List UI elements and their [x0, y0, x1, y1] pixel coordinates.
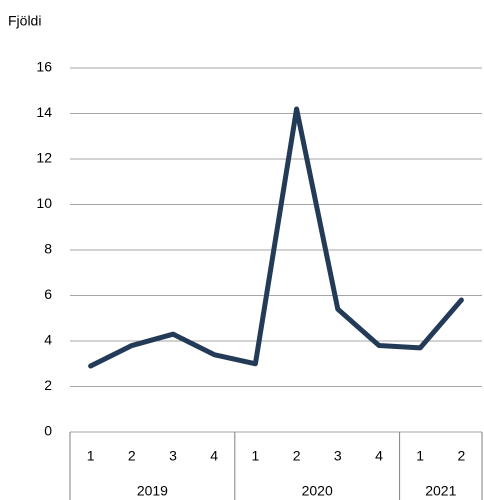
x-tick-label: 3 [169, 448, 177, 464]
y-tick-label: 16 [36, 59, 52, 75]
x-tick-label: 3 [334, 448, 342, 464]
y-tick-label: 2 [44, 377, 52, 393]
x-group-label: 2021 [425, 483, 456, 499]
x-tick-label: 2 [458, 448, 466, 464]
x-tick-label: 2 [128, 448, 136, 464]
x-tick-label: 4 [210, 448, 218, 464]
y-tick-label: 0 [44, 423, 52, 439]
y-tick-label: 14 [36, 104, 52, 120]
x-group-label: 2020 [302, 483, 333, 499]
y-tick-label: 6 [44, 286, 52, 302]
x-group-label: 2019 [137, 483, 168, 499]
x-tick-label: 1 [87, 448, 95, 464]
y-axis-label: Fjöldi [8, 13, 41, 29]
x-tick-label: 1 [416, 448, 424, 464]
x-tick-label: 1 [252, 448, 260, 464]
y-tick-label: 12 [36, 150, 52, 166]
x-tick-label: 4 [375, 448, 383, 464]
x-tick-label: 2 [293, 448, 301, 464]
y-tick-label: 8 [44, 241, 52, 257]
line-series [88, 106, 464, 369]
y-tick-label: 10 [36, 195, 52, 211]
y-tick-label: 4 [44, 332, 52, 348]
